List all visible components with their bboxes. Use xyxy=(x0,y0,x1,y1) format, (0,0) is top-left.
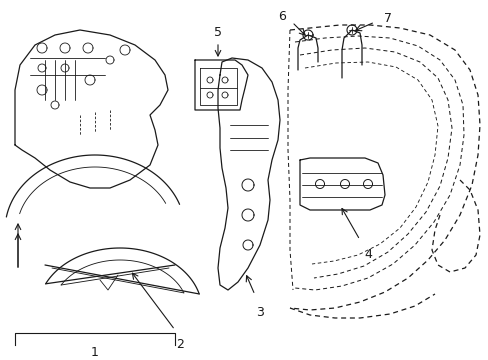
Text: 4: 4 xyxy=(364,248,371,261)
Text: 3: 3 xyxy=(256,306,264,319)
Text: 2: 2 xyxy=(176,338,183,351)
Text: 5: 5 xyxy=(214,26,222,39)
Text: 7: 7 xyxy=(383,12,391,24)
Text: 6: 6 xyxy=(278,9,285,22)
Text: 1: 1 xyxy=(91,346,99,359)
